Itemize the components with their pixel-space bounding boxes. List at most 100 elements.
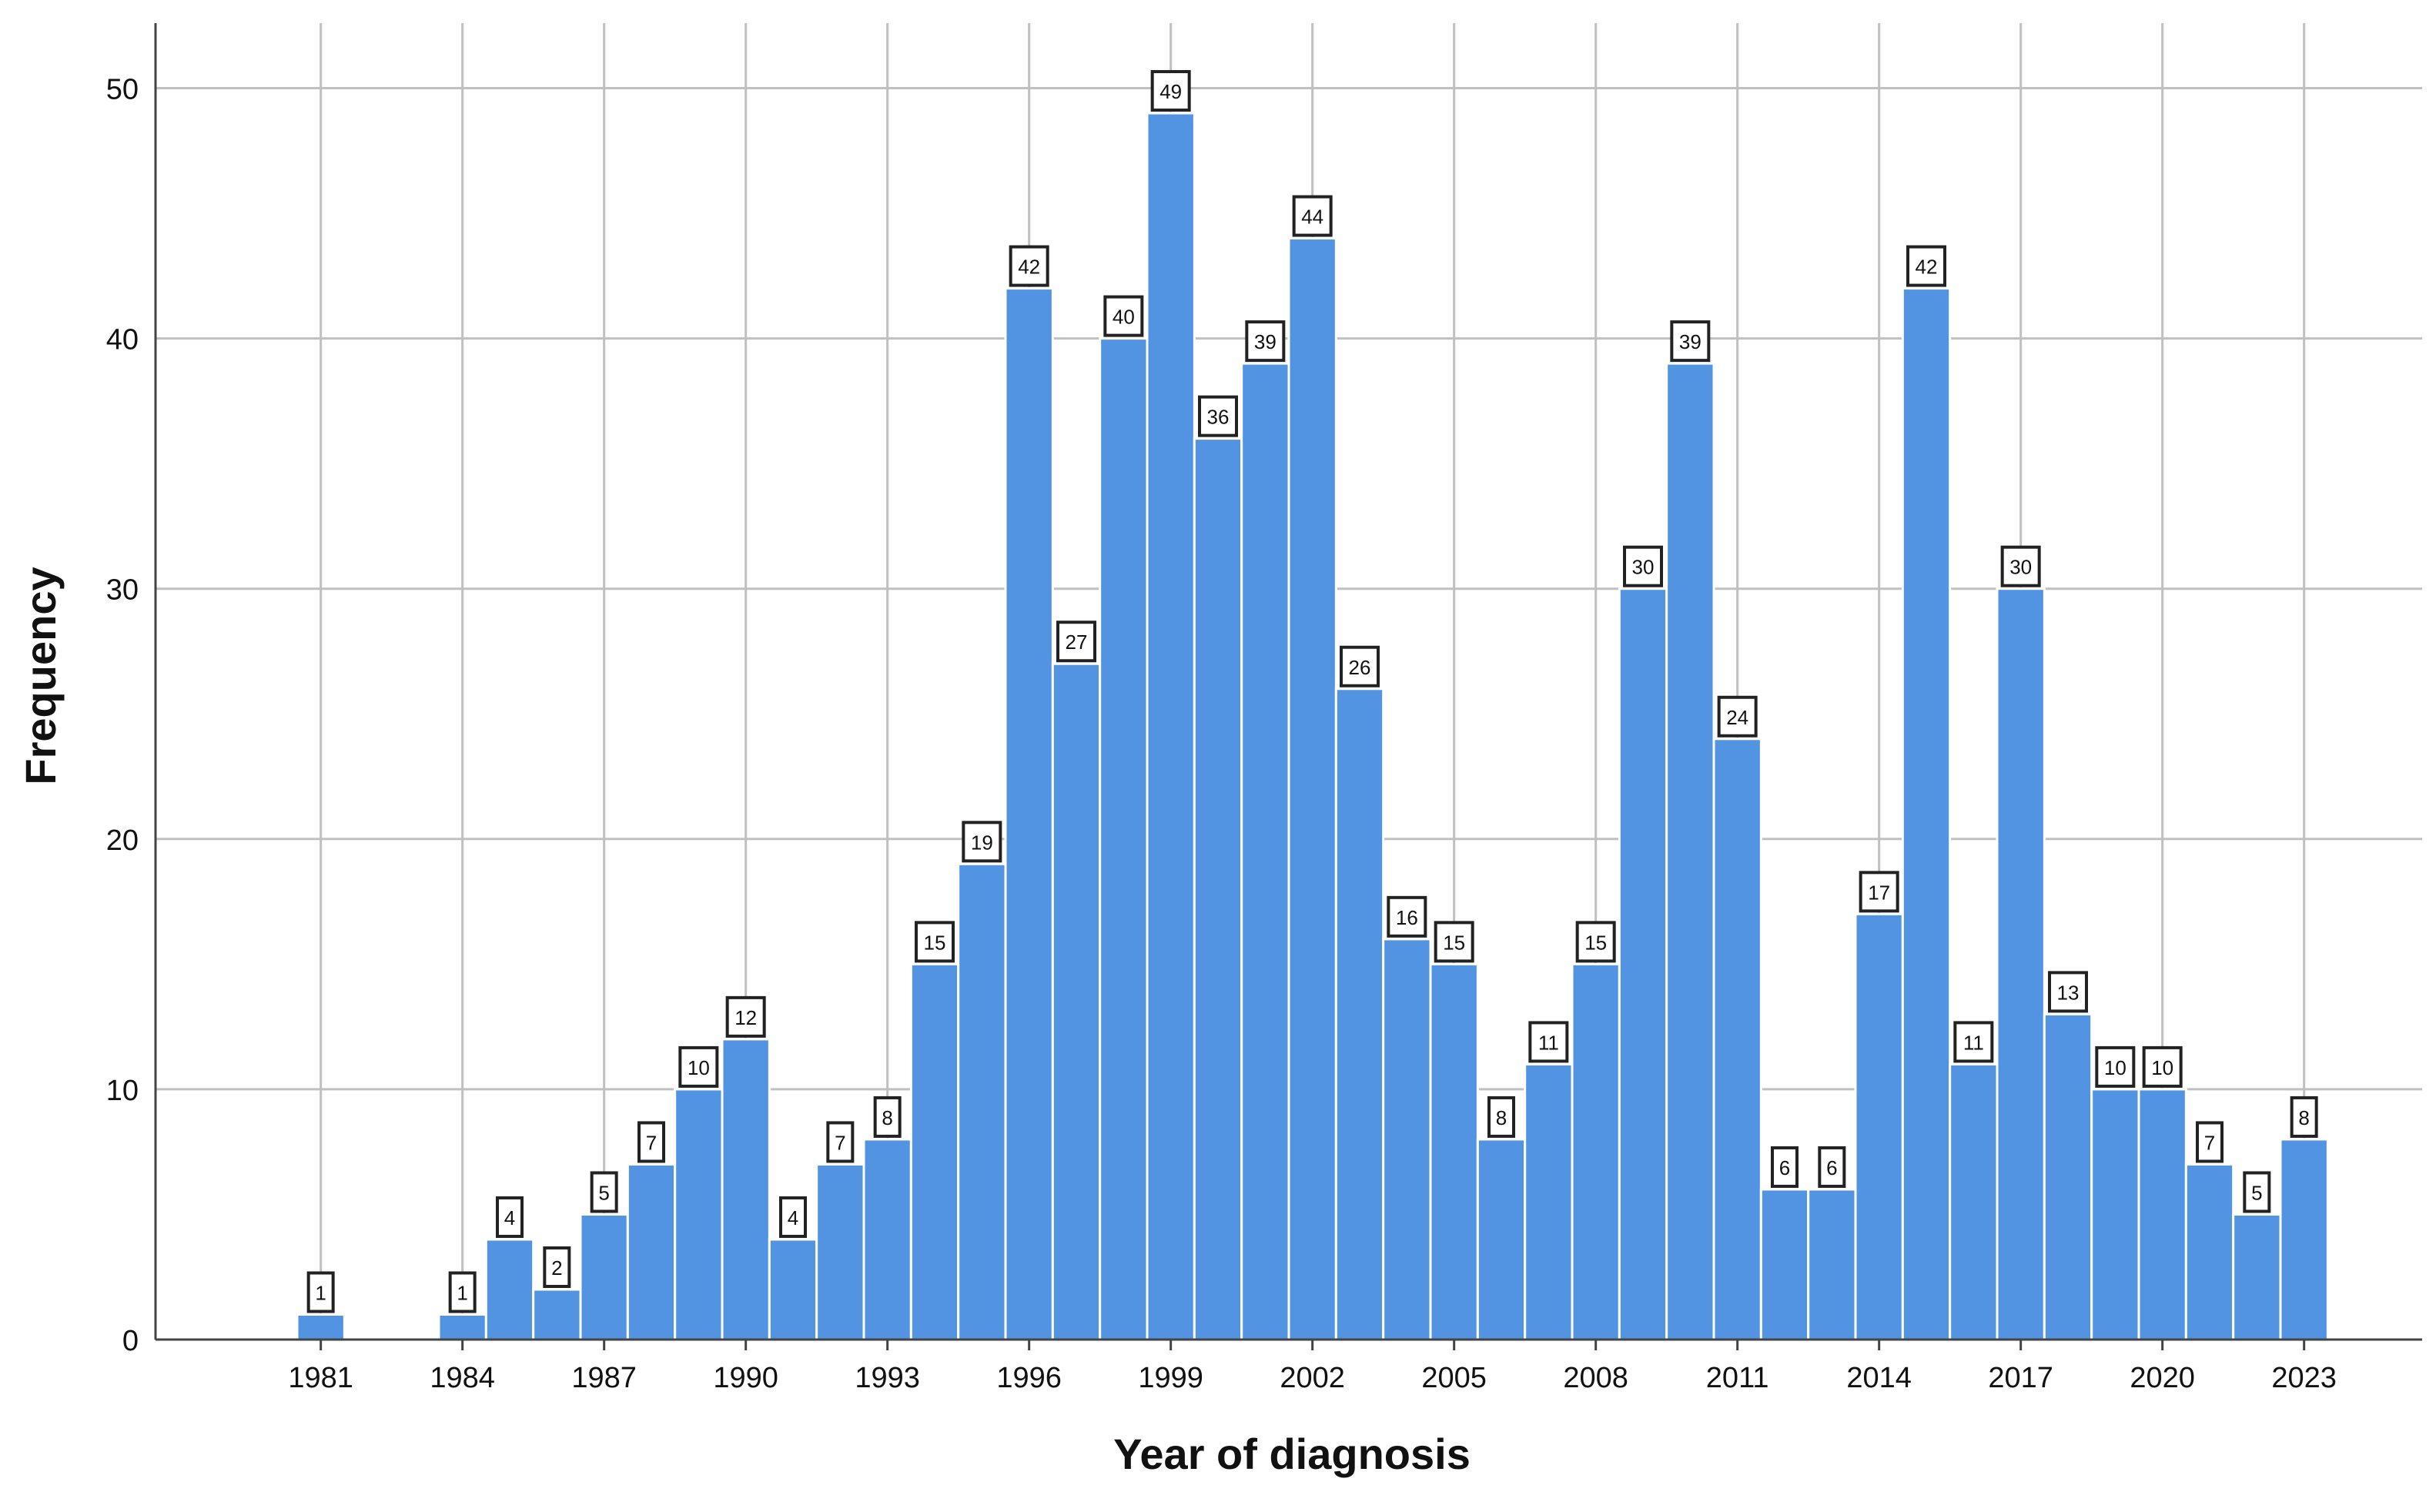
y-tick-label: 0 bbox=[122, 1325, 139, 1357]
data-label-1990: 12 bbox=[725, 995, 766, 1038]
data-label-box bbox=[1818, 1146, 1846, 1188]
data-label-text: 30 bbox=[2009, 556, 2032, 579]
data-label-2004: 16 bbox=[1387, 895, 1427, 938]
data-label-2022: 5 bbox=[2243, 1171, 2271, 1213]
data-label-box bbox=[2095, 1045, 2136, 1088]
data-label-1986: 2 bbox=[543, 1246, 571, 1288]
data-label-2009: 30 bbox=[1623, 545, 1663, 587]
bar-1998 bbox=[1099, 337, 1149, 1341]
data-label-box bbox=[962, 821, 1002, 863]
data-label-text: 7 bbox=[646, 1131, 657, 1154]
data-label-2006: 8 bbox=[1487, 1096, 1515, 1138]
bar-1988 bbox=[626, 1162, 677, 1341]
data-label-text: 15 bbox=[1584, 931, 1607, 954]
data-label-1998: 40 bbox=[1103, 295, 1144, 337]
data-label-text: 4 bbox=[504, 1206, 515, 1229]
data-label-2021: 7 bbox=[2196, 1121, 2224, 1163]
bar-1999 bbox=[1146, 112, 1196, 1341]
bar-1995 bbox=[957, 862, 1007, 1341]
bar-2018 bbox=[2043, 1012, 2093, 1341]
data-label-box bbox=[1292, 195, 1333, 237]
data-label-2013: 6 bbox=[1818, 1146, 1846, 1188]
bar-2005 bbox=[1429, 962, 1479, 1341]
data-label-text: 7 bbox=[835, 1131, 845, 1154]
data-label-box bbox=[1387, 895, 1427, 938]
data-label-box bbox=[1056, 621, 1096, 663]
data-label-2011: 24 bbox=[1717, 695, 1758, 738]
data-label-box bbox=[1771, 1146, 1799, 1188]
data-label-text: 8 bbox=[1496, 1106, 1507, 1129]
data-label-1999: 49 bbox=[1150, 70, 1191, 112]
bar-2003 bbox=[1334, 687, 1385, 1341]
bar-2010 bbox=[1665, 362, 1715, 1341]
data-label-layer: 1 142571012478151942274049363944261615811… bbox=[306, 70, 2318, 1313]
data-label-2003: 26 bbox=[1340, 645, 1380, 687]
data-label-1984: 1 bbox=[448, 1271, 477, 1313]
data-label-2001: 39 bbox=[1245, 320, 1286, 363]
data-label-text: 39 bbox=[1254, 330, 1277, 353]
bar-2007 bbox=[1524, 1062, 1574, 1341]
data-label-box bbox=[2243, 1171, 2271, 1213]
x-axis-title: Year of diagnosis bbox=[1113, 1430, 1471, 1478]
y-tick-label: 30 bbox=[106, 574, 139, 607]
bar-2021 bbox=[2184, 1162, 2235, 1341]
bar-2022 bbox=[2232, 1213, 2282, 1341]
data-label-1996: 42 bbox=[1009, 245, 1049, 287]
data-label-text: 42 bbox=[1018, 256, 1040, 279]
data-label-2017: 30 bbox=[2000, 545, 2041, 587]
data-label-text: 1 bbox=[315, 1281, 326, 1304]
data-label-text: 42 bbox=[1916, 256, 1938, 279]
bar-1993 bbox=[862, 1138, 912, 1341]
data-label-text: 44 bbox=[1301, 206, 1323, 229]
data-label-box bbox=[1717, 695, 1758, 738]
x-tick-label: 1981 bbox=[288, 1362, 353, 1394]
data-label-1985: 4 bbox=[496, 1196, 524, 1238]
data-label-text: 12 bbox=[734, 1006, 757, 1029]
x-tick-label: 1996 bbox=[996, 1362, 1062, 1394]
data-label-1995: 19 bbox=[962, 821, 1002, 863]
data-label-box bbox=[1198, 395, 1238, 437]
bar-2019 bbox=[2090, 1088, 2140, 1341]
data-label-box bbox=[590, 1171, 618, 1213]
data-label-box bbox=[1859, 871, 1899, 913]
data-label-box bbox=[1340, 645, 1380, 687]
data-label-text: 8 bbox=[882, 1106, 892, 1129]
data-label-text: 7 bbox=[2204, 1131, 2215, 1154]
data-label-1992: 7 bbox=[826, 1121, 855, 1163]
data-label-text: 6 bbox=[1826, 1156, 1837, 1179]
bar-2012 bbox=[1759, 1188, 1810, 1341]
data-label-box bbox=[496, 1196, 524, 1238]
bar-1985 bbox=[484, 1238, 535, 1341]
data-label-box bbox=[637, 1121, 665, 1163]
data-label-2019: 10 bbox=[2095, 1045, 2136, 1088]
data-label-box bbox=[543, 1246, 571, 1288]
data-label-text: 5 bbox=[2251, 1181, 2262, 1204]
bar-1992 bbox=[815, 1162, 865, 1341]
data-label-1997: 27 bbox=[1056, 621, 1096, 663]
x-tick-label: 1990 bbox=[713, 1362, 778, 1394]
data-label-2018: 13 bbox=[2048, 971, 2088, 1013]
data-label-box bbox=[1953, 1021, 1994, 1063]
data-label-box bbox=[678, 1045, 719, 1088]
bar-2004 bbox=[1382, 938, 1432, 1341]
x-tick-label: 2023 bbox=[2271, 1362, 2337, 1394]
bar-1997 bbox=[1051, 662, 1102, 1341]
data-label-box bbox=[873, 1096, 902, 1138]
data-label-text: 11 bbox=[1538, 1031, 1559, 1054]
x-tick-label: 2020 bbox=[2130, 1362, 2195, 1394]
bar-1991 bbox=[768, 1238, 818, 1341]
x-tick-label: 1999 bbox=[1138, 1362, 1203, 1394]
bar-1989 bbox=[674, 1088, 724, 1341]
x-tick-label: 2017 bbox=[1988, 1362, 2053, 1394]
bar-2001 bbox=[1240, 362, 1290, 1341]
data-label-box bbox=[2000, 545, 2041, 587]
data-label-box bbox=[1150, 70, 1191, 112]
data-label-1989: 10 bbox=[678, 1045, 719, 1088]
data-label-2008: 15 bbox=[1575, 921, 1616, 963]
bar-2023 bbox=[2279, 1138, 2329, 1341]
y-tick-label: 20 bbox=[106, 825, 139, 857]
data-label-2005: 15 bbox=[1434, 921, 1474, 963]
x-tick-label: 2011 bbox=[1706, 1362, 1769, 1394]
data-label-text: 40 bbox=[1113, 306, 1135, 329]
